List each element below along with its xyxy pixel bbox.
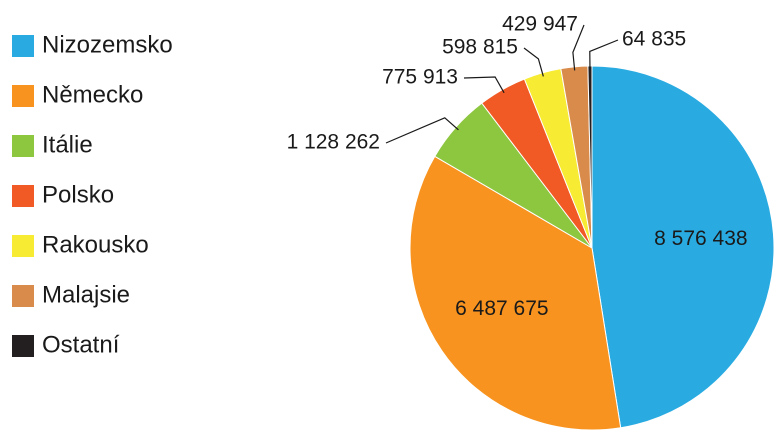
data-label: 64 835 [622,28,686,51]
data-label: 8 576 438 [654,227,747,250]
pie-slice [409,155,622,431]
leader-line [523,47,544,77]
data-label: 6 487 675 [455,297,548,320]
legend-label: Polsko [42,181,114,208]
legend-swatch [12,85,34,107]
legend-swatch [12,285,34,307]
pie: 8 576 438 6 487 675 1 128 262 775 913 598 81… [287,13,775,431]
data-label: 598 815 [442,36,518,59]
leader-line [385,117,459,144]
data-label: 1 128 262 [287,131,380,154]
legend-swatch [12,185,34,207]
legend-swatch [12,335,34,357]
legend-label: Nizozemsko [42,31,173,58]
legend-label: Německo [42,81,143,108]
legend-label: Malajsie [42,281,130,308]
legend-label: Ostatní [42,331,120,358]
legend-swatch [12,135,34,157]
pie-slice [591,65,775,429]
legend-label: Rakousko [42,231,149,258]
legend-label: Itálie [42,131,93,158]
legend-swatch [12,35,34,57]
leader-line [589,39,619,70]
legend-swatch [12,235,34,257]
data-label: 775 913 [382,66,458,89]
leader-line [572,24,585,71]
data-label: 429 947 [502,13,578,36]
leader-line [463,76,505,94]
legend: Nizozemsko Německo Itálie Polsko Rakousko Mal… [12,31,173,358]
